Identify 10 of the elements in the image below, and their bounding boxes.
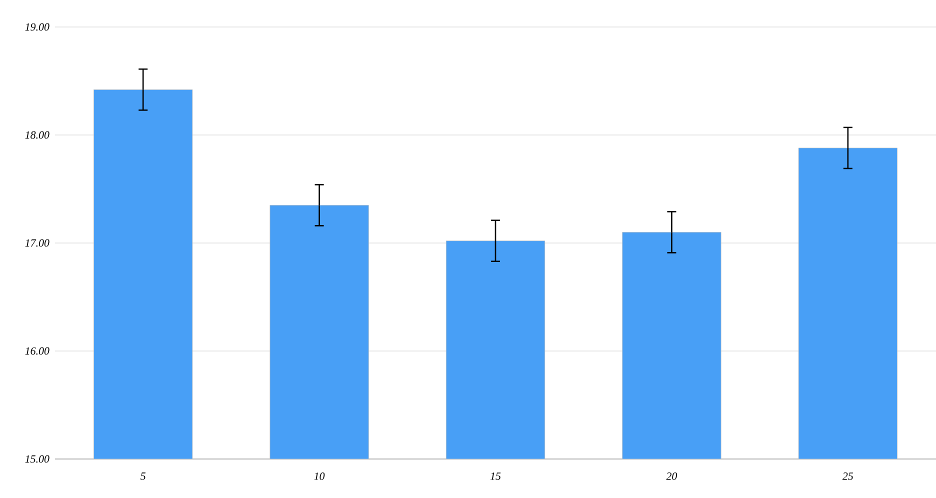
- x-tick-label: 15: [490, 472, 501, 480]
- y-tick-label: 15.00: [25, 455, 50, 463]
- y-tick-label: 16.00: [25, 347, 50, 355]
- x-tick-label: 5: [140, 472, 146, 480]
- y-tick-label: 19.00: [25, 23, 50, 31]
- x-tick-label: 20: [666, 472, 678, 480]
- y-tick-label: 18.00: [25, 131, 50, 139]
- y-tick-label: 17.00: [25, 239, 50, 247]
- x-tick-label: 10: [314, 472, 325, 480]
- x-tick-label: 25: [842, 472, 854, 480]
